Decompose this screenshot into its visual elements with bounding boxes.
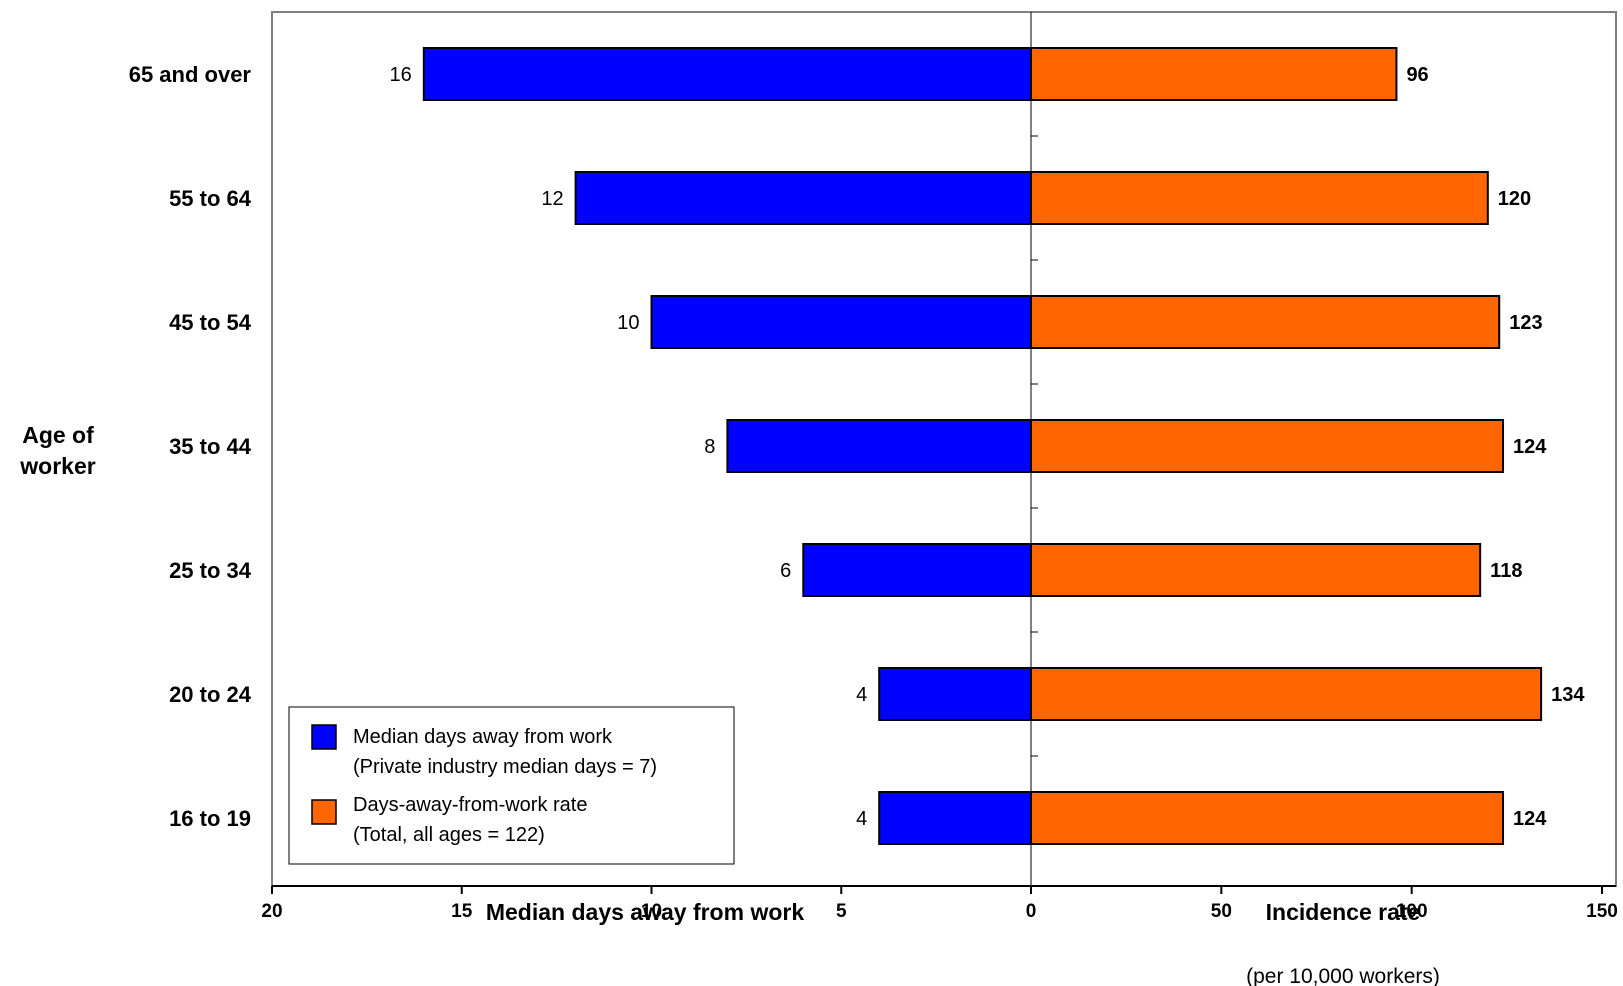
bar-median-days bbox=[422, 47, 1032, 101]
data-label-median-days: 10 bbox=[617, 312, 639, 334]
category-label: 45 to 54 bbox=[169, 310, 252, 335]
legend-detail-rate: (Total, all ages = 122) bbox=[353, 824, 545, 846]
data-label-median-days: 4 bbox=[856, 808, 867, 830]
y-axis-title-line1: Age of bbox=[22, 422, 94, 448]
data-label-median-days: 4 bbox=[856, 684, 867, 706]
data-label-median-days: 16 bbox=[390, 64, 412, 86]
data-label-rate: 134 bbox=[1551, 684, 1585, 706]
x-tick-label: 5 bbox=[836, 901, 847, 922]
legend-swatch-rate bbox=[311, 799, 337, 825]
bar-rate bbox=[1030, 791, 1505, 845]
bar-median-days bbox=[802, 543, 1032, 597]
category-label: 20 to 24 bbox=[169, 682, 252, 707]
x-tick-label: 10 bbox=[641, 901, 662, 922]
bar-median-days bbox=[726, 419, 1033, 473]
data-label-rate: 120 bbox=[1498, 188, 1531, 210]
bar-rate bbox=[1030, 171, 1489, 225]
legend-box bbox=[288, 706, 735, 865]
data-label-rate: 96 bbox=[1406, 64, 1428, 86]
category-labels: 65 and over 55 to 64 45 to 54 35 to 44 25 to… bbox=[129, 62, 252, 831]
right-axis-sublabel: (per 10,000 workers) bbox=[1246, 965, 1440, 986]
legend: Median days away from work (Private indu… bbox=[288, 706, 735, 865]
x-tick-label: 0 bbox=[1026, 901, 1037, 922]
category-label: 35 to 44 bbox=[169, 434, 252, 459]
x-tick-label: 20 bbox=[261, 901, 282, 922]
y-axis-title-line2: worker bbox=[19, 453, 95, 479]
category-label: 65 and over bbox=[129, 62, 252, 87]
bars-group: 16 96 12 120 10 123 8 124 6 118 4 134 4 124 bbox=[390, 47, 1585, 845]
category-label: 16 to 19 bbox=[169, 806, 251, 831]
bar-median-days bbox=[878, 791, 1033, 845]
legend-swatch-median-days bbox=[311, 724, 337, 750]
category-label: 55 to 64 bbox=[169, 186, 252, 211]
bar-rate bbox=[1030, 47, 1398, 101]
data-label-median-days: 12 bbox=[541, 188, 563, 210]
bar-median-days bbox=[650, 295, 1032, 349]
bar-rate bbox=[1030, 295, 1501, 349]
data-label-rate: 123 bbox=[1509, 312, 1542, 334]
data-label-rate: 118 bbox=[1490, 560, 1522, 582]
x-axis: 20 15 10 5 0 50 100 150 bbox=[261, 12, 1618, 922]
data-label-rate: 124 bbox=[1513, 436, 1547, 458]
legend-label-rate: Days-away-from-work rate bbox=[353, 794, 587, 816]
x-tick-label: 15 bbox=[451, 901, 473, 922]
legend-label-median-days: Median days away from work bbox=[353, 726, 613, 748]
legend-detail-median-days: (Private industry median days = 7) bbox=[353, 756, 657, 778]
data-label-median-days: 6 bbox=[780, 560, 791, 582]
bar-median-days bbox=[574, 171, 1032, 225]
category-label: 25 to 34 bbox=[169, 558, 252, 583]
x-tick-label: 50 bbox=[1211, 901, 1232, 922]
bar-rate bbox=[1030, 667, 1543, 721]
x-tick-label: 100 bbox=[1396, 901, 1428, 922]
data-label-rate: 124 bbox=[1513, 808, 1547, 830]
right-axis-label: Incidence rate bbox=[1266, 899, 1421, 925]
data-label-median-days: 8 bbox=[704, 436, 715, 458]
bar-rate bbox=[1030, 419, 1505, 473]
bar-median-days bbox=[878, 667, 1033, 721]
x-tick-label: 150 bbox=[1586, 901, 1618, 922]
left-axis-label: Median days away from work bbox=[486, 899, 804, 925]
bar-rate bbox=[1030, 543, 1482, 597]
